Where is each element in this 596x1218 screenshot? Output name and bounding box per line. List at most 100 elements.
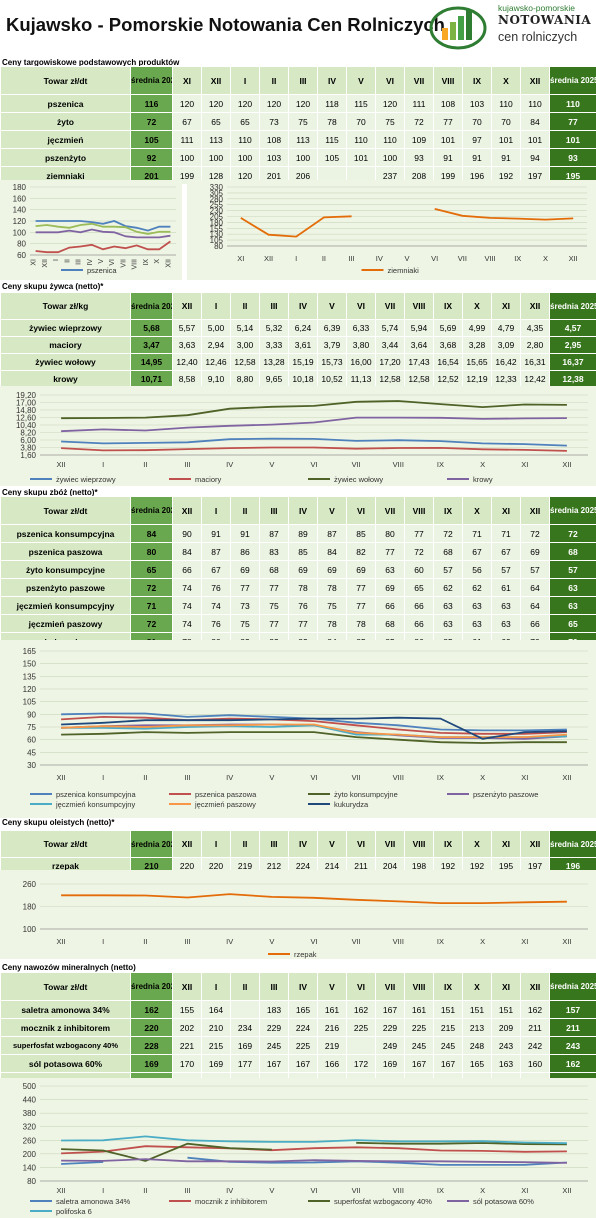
y-tick-label: 100 bbox=[13, 228, 27, 237]
price-cell: 8,80 bbox=[230, 370, 260, 388]
legend-label: pszenica konsumpcyjna bbox=[56, 790, 136, 799]
page-title: Kujawsko - Pomorskie Notowania Cen Rolni… bbox=[6, 14, 445, 35]
x-tick-label: II bbox=[322, 254, 326, 263]
x-tick-label: III bbox=[184, 1186, 190, 1195]
table-row: żywiec wołowy 14,95 12,40 12,46 12,58 13,28 15… bbox=[0, 353, 596, 371]
x-tick-label: XII bbox=[165, 259, 172, 268]
price-cell: 213 bbox=[462, 1018, 492, 1037]
month-header: VIII bbox=[404, 292, 434, 320]
series-line bbox=[61, 1145, 567, 1155]
price-cell: 5,69 bbox=[433, 319, 463, 337]
price-cell: 11,13 bbox=[346, 370, 376, 388]
price-cell: 5,00 bbox=[201, 319, 231, 337]
avg-2025-value: 243 bbox=[549, 1036, 596, 1055]
price-cell: 151 bbox=[462, 1000, 492, 1019]
y-tick-label: 75 bbox=[27, 723, 36, 732]
avg-2024-value: 72 bbox=[130, 578, 173, 597]
y-tick-label: 3,80 bbox=[20, 444, 36, 453]
month-header: VIII bbox=[433, 66, 463, 95]
legend-label: ziemniaki bbox=[388, 266, 420, 275]
logo-sub-text: cen rolniczych bbox=[498, 30, 578, 44]
price-cell: 109 bbox=[404, 130, 434, 149]
price-cell: 3,00 bbox=[230, 336, 260, 354]
avg-2024-value: 5,68 bbox=[130, 319, 173, 337]
series-line bbox=[61, 723, 567, 738]
x-tick-label: IX bbox=[437, 773, 444, 782]
price-cell: 12,42 bbox=[520, 370, 550, 388]
series-line bbox=[61, 715, 567, 735]
month-header: XII bbox=[201, 66, 231, 95]
price-cell: 108 bbox=[259, 130, 289, 149]
price-cell: 74 bbox=[201, 596, 231, 615]
product-name: żywiec wieprzowy bbox=[0, 319, 131, 337]
series-line bbox=[61, 400, 567, 420]
avg-2025-value: 16,37 bbox=[549, 353, 596, 371]
legend-label: mocznik z inhibitorem bbox=[195, 1197, 267, 1206]
price-cell: 64 bbox=[520, 578, 550, 597]
price-cell: 101 bbox=[491, 130, 521, 149]
avg-2025-value: 110 bbox=[549, 94, 596, 113]
price-cell: 12,52 bbox=[433, 370, 463, 388]
price-cell: 63 bbox=[491, 596, 521, 615]
price-cell: 243 bbox=[491, 1036, 521, 1055]
price-cell: 103 bbox=[462, 94, 492, 113]
price-cell: 3,80 bbox=[346, 336, 376, 354]
price-cell: 100 bbox=[230, 148, 260, 167]
y-tick-label: 155 bbox=[210, 224, 224, 233]
price-cell: 120 bbox=[172, 94, 202, 113]
month-header: III bbox=[259, 972, 289, 1001]
product-name: maciory bbox=[0, 336, 131, 354]
month-header: XI bbox=[491, 496, 521, 525]
y-tick-label: 60 bbox=[27, 736, 36, 745]
price-cell: 105 bbox=[317, 148, 347, 167]
product-name: pszenica paszowa bbox=[0, 542, 131, 561]
y-tick-label: 6,00 bbox=[20, 436, 36, 445]
product-name: pszenica bbox=[0, 94, 131, 113]
x-tick-label: IV bbox=[226, 937, 233, 946]
x-tick-label: VII bbox=[352, 460, 361, 469]
avg-2024-value: 162 bbox=[130, 1000, 173, 1019]
price-cell: 97 bbox=[462, 130, 492, 149]
chart-svg: 1,603,806,008,2010,4012,6014,8017,0019,2… bbox=[16, 391, 588, 484]
price-cell: 66 bbox=[404, 614, 434, 633]
product-name: żyto konsumpcyjne bbox=[0, 560, 131, 579]
price-cell: 245 bbox=[404, 1036, 434, 1055]
price-cell: 67 bbox=[172, 112, 202, 131]
month-header: IV bbox=[317, 66, 347, 95]
month-header: X bbox=[462, 292, 492, 320]
price-cell: 10,18 bbox=[288, 370, 318, 388]
column-header: Towar zł/dt bbox=[0, 66, 131, 95]
month-header: I bbox=[201, 496, 231, 525]
avg-2024-header: średnia 2024 bbox=[130, 830, 173, 858]
price-cell: 234 bbox=[230, 1018, 260, 1037]
price-cell: 221 bbox=[172, 1036, 202, 1055]
price-cell: 216 bbox=[317, 1018, 347, 1037]
price-cell: 85 bbox=[346, 524, 376, 543]
y-tick-label: 380 bbox=[23, 1109, 37, 1118]
avg-2025-header: średnia 2025 bbox=[549, 496, 596, 525]
y-tick-label: 180 bbox=[23, 903, 37, 912]
x-tick-label: II bbox=[64, 259, 71, 263]
price-cell: 169 bbox=[375, 1054, 405, 1073]
y-tick-label: 80 bbox=[214, 242, 223, 251]
month-header: III bbox=[288, 66, 318, 95]
legend-label: żywiec wieprzowy bbox=[56, 475, 116, 484]
month-header: I bbox=[230, 66, 260, 95]
price-cell: 229 bbox=[375, 1018, 405, 1037]
product-name: jęczmień bbox=[0, 130, 131, 149]
series-line bbox=[35, 220, 171, 232]
avg-2025-value: 101 bbox=[549, 130, 596, 149]
x-tick-label: XI bbox=[237, 254, 244, 263]
price-cell: 57 bbox=[433, 560, 463, 579]
legend-label: jęczmień konsumpcyjny bbox=[55, 800, 135, 809]
price-cell: 120 bbox=[288, 94, 318, 113]
price-cell: 3,64 bbox=[404, 336, 434, 354]
price-cell: 69 bbox=[346, 560, 376, 579]
product-name: pszenżyto bbox=[0, 148, 131, 167]
price-cell: 172 bbox=[346, 1054, 376, 1073]
legend-label: pszenica paszowa bbox=[195, 790, 257, 799]
x-tick-label: V bbox=[404, 254, 409, 263]
